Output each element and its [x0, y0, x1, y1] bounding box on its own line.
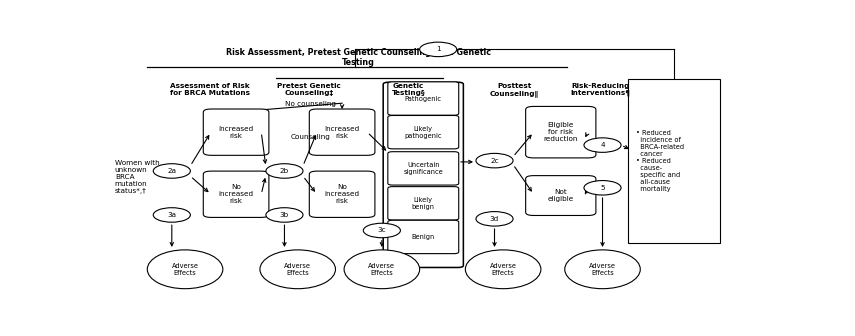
Text: 2b: 2b [280, 168, 289, 174]
Circle shape [476, 212, 513, 226]
Text: No
increased
risk: No increased risk [325, 184, 360, 204]
Ellipse shape [147, 250, 223, 289]
Ellipse shape [260, 250, 335, 289]
Circle shape [584, 138, 621, 152]
Ellipse shape [465, 250, 541, 289]
Ellipse shape [565, 250, 640, 289]
Text: Eligible
for risk
reduction: Eligible for risk reduction [544, 122, 578, 142]
Text: 3c: 3c [378, 227, 386, 234]
FancyBboxPatch shape [310, 171, 374, 217]
Text: 3b: 3b [280, 212, 289, 218]
Text: Risk Assessment, Pretest Genetic Counseling, and Genetic
Testing: Risk Assessment, Pretest Genetic Counsel… [227, 48, 491, 68]
Text: 4: 4 [600, 142, 604, 148]
Circle shape [476, 153, 513, 168]
Circle shape [363, 223, 400, 238]
Text: Adverse
Effects: Adverse Effects [284, 263, 311, 276]
Text: 3a: 3a [168, 212, 176, 218]
Text: Adverse
Effects: Adverse Effects [490, 263, 516, 276]
Ellipse shape [344, 250, 420, 289]
Text: Increased
risk: Increased risk [219, 126, 254, 139]
Text: Likely
benign: Likely benign [412, 197, 435, 210]
Text: Uncertain
significance: Uncertain significance [404, 162, 443, 175]
Text: No
increased
risk: No increased risk [219, 184, 254, 204]
Text: 5: 5 [600, 185, 604, 191]
Text: 3d: 3d [490, 216, 499, 222]
Text: 2c: 2c [490, 158, 498, 164]
FancyBboxPatch shape [203, 171, 268, 217]
Text: Benign: Benign [411, 234, 435, 240]
FancyBboxPatch shape [388, 82, 459, 115]
Text: Increased
risk: Increased risk [325, 126, 360, 139]
FancyBboxPatch shape [388, 152, 459, 185]
Text: 1: 1 [436, 46, 440, 52]
Circle shape [420, 42, 457, 57]
Text: Adverse
Effects: Adverse Effects [172, 263, 198, 276]
Circle shape [153, 164, 191, 178]
FancyBboxPatch shape [388, 186, 459, 220]
Circle shape [266, 208, 303, 222]
FancyBboxPatch shape [526, 176, 596, 215]
FancyBboxPatch shape [310, 109, 374, 155]
Text: Not
eligible: Not eligible [548, 189, 574, 202]
Text: Assessment of Risk
for BRCA Mutations: Assessment of Risk for BRCA Mutations [169, 83, 250, 96]
Circle shape [266, 164, 303, 178]
FancyBboxPatch shape [383, 82, 463, 267]
Circle shape [584, 180, 621, 195]
Text: Likely
pathogenic: Likely pathogenic [404, 126, 442, 139]
Text: Genetic
Testing§: Genetic Testing§ [392, 83, 425, 96]
Text: Pretest Genetic
Counseling‡: Pretest Genetic Counseling‡ [277, 83, 341, 96]
Circle shape [153, 208, 191, 222]
Text: Risk-Reducing
Interventions¶: Risk-Reducing Interventions¶ [570, 83, 630, 96]
Text: • Reduced
  incidence of
  BRCA-related
  cancer
• Reduced
  cause-
  specific a: • Reduced incidence of BRCA-related canc… [635, 130, 684, 192]
Text: 2a: 2a [168, 168, 176, 174]
Text: Counseling: Counseling [291, 134, 330, 140]
FancyBboxPatch shape [526, 107, 596, 158]
Text: Pathogenic: Pathogenic [404, 95, 442, 101]
Text: Women with
unknown
BRCA
mutation
status*,†: Women with unknown BRCA mutation status*… [115, 161, 159, 195]
Text: Adverse
Effects: Adverse Effects [589, 263, 616, 276]
FancyBboxPatch shape [388, 220, 459, 254]
FancyBboxPatch shape [628, 79, 720, 243]
FancyBboxPatch shape [203, 109, 268, 155]
FancyBboxPatch shape [388, 116, 459, 149]
Text: Posttest
Counseling∥: Posttest Counseling∥ [490, 83, 539, 97]
Text: No counseling: No counseling [285, 101, 336, 107]
Text: Adverse
Effects: Adverse Effects [369, 263, 395, 276]
